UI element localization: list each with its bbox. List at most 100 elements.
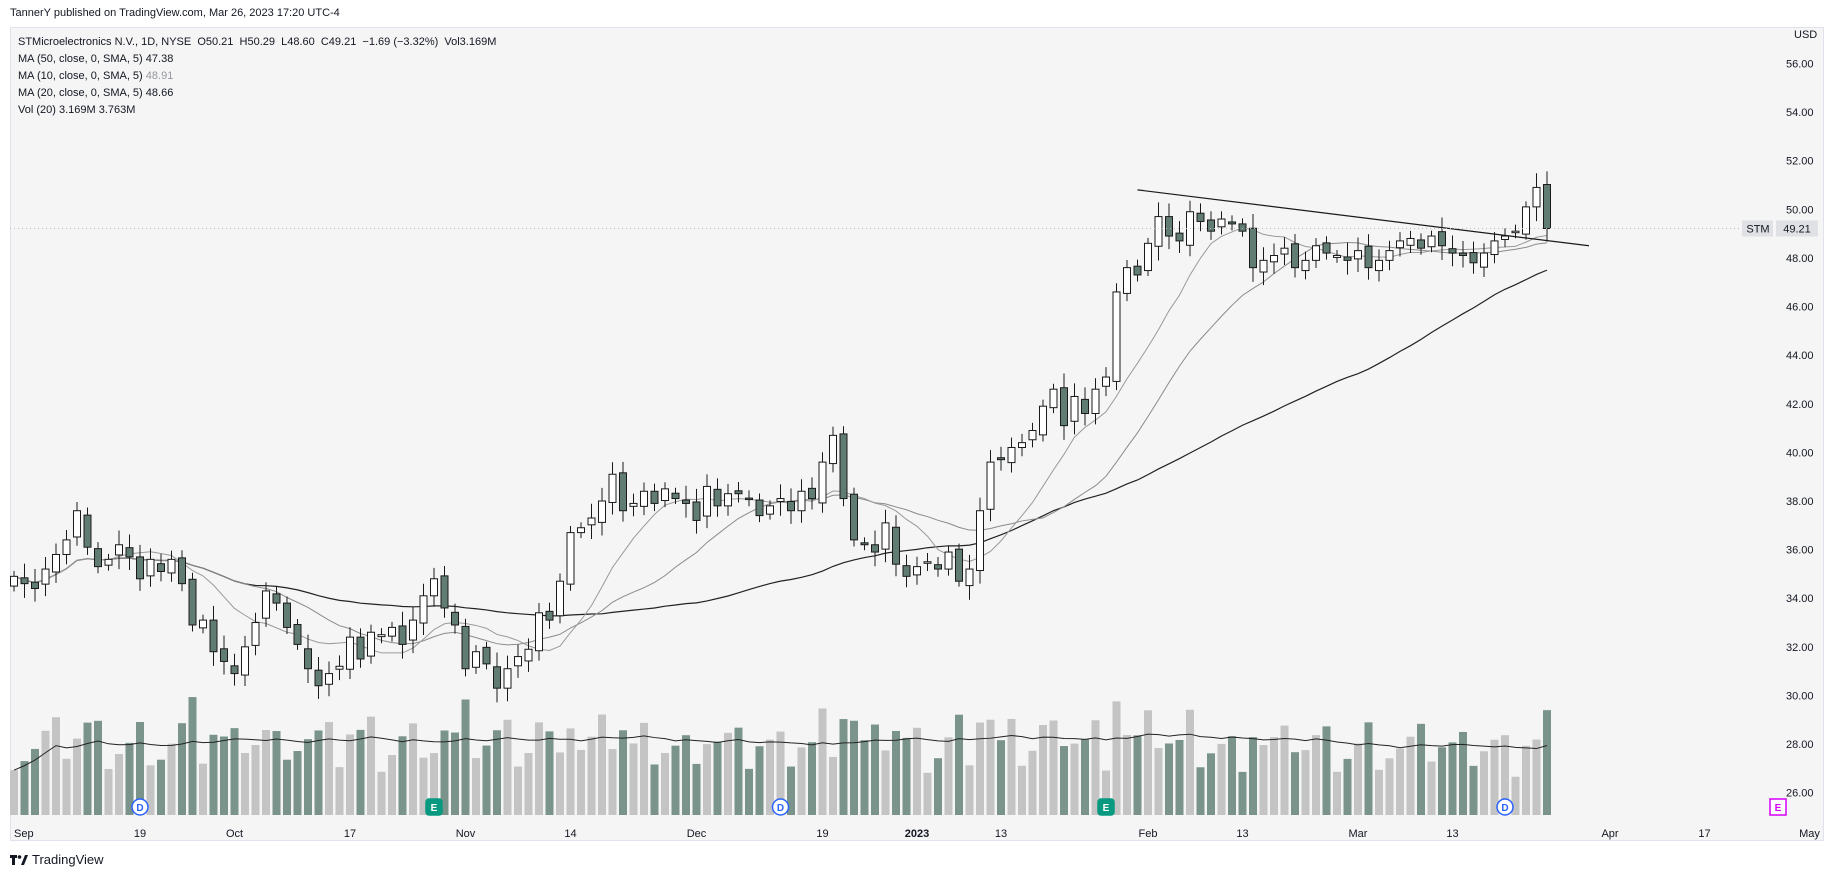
dividend-badge[interactable] — [1496, 798, 1514, 816]
vol-label[interactable]: Vol (20) — [18, 104, 56, 116]
candle-body[interactable] — [1133, 265, 1142, 276]
candle-body[interactable] — [913, 566, 921, 576]
candle-body[interactable] — [314, 669, 323, 687]
candle-body[interactable] — [451, 611, 459, 626]
candle-body[interactable] — [20, 577, 29, 585]
candle-body[interactable] — [52, 553, 60, 573]
candle-body[interactable] — [1196, 212, 1205, 222]
ma20-label[interactable]: MA (20, close, 0, SMA, 5) — [18, 87, 143, 99]
candle-body[interactable] — [829, 434, 837, 465]
candle-body[interactable] — [146, 558, 155, 577]
candle-body[interactable] — [755, 499, 764, 517]
candle-body[interactable] — [535, 612, 543, 652]
candle-body[interactable] — [419, 595, 428, 624]
candle-body[interactable] — [482, 646, 491, 665]
candle-body[interactable] — [346, 636, 354, 670]
candle-body[interactable] — [850, 493, 858, 541]
earnings-badge[interactable] — [425, 798, 443, 816]
earnings-badge[interactable] — [1097, 798, 1115, 816]
candle-body[interactable] — [241, 646, 249, 676]
candle-body[interactable] — [1165, 216, 1173, 237]
candle-body[interactable] — [230, 665, 239, 675]
candle-body[interactable] — [188, 578, 197, 626]
candle-body[interactable] — [556, 580, 564, 617]
candle-body[interactable] — [461, 625, 470, 670]
candle-body[interactable] — [986, 461, 995, 510]
candle-body[interactable] — [199, 619, 207, 629]
candle-body[interactable] — [818, 461, 827, 504]
candle-body[interactable] — [1060, 387, 1068, 427]
candle-body[interactable] — [472, 651, 480, 668]
dividend-badge[interactable] — [771, 798, 790, 816]
candle-body[interactable] — [1144, 242, 1152, 272]
candle-body[interactable] — [356, 636, 365, 660]
candle-body[interactable] — [965, 568, 974, 587]
candle-body[interactable] — [1459, 252, 1467, 256]
candle-body[interactable] — [650, 490, 659, 504]
candle-body[interactable] — [125, 547, 134, 558]
candle-body[interactable] — [577, 527, 585, 534]
candle-body[interactable] — [871, 544, 879, 553]
candle-body[interactable] — [335, 665, 344, 670]
candle-body[interactable] — [524, 648, 533, 662]
candle-body[interactable] — [640, 490, 648, 507]
candle-body[interactable] — [976, 510, 984, 572]
candle-body[interactable] — [220, 648, 228, 662]
candle-body[interactable] — [766, 505, 774, 515]
candle-body[interactable] — [598, 500, 606, 523]
ma50-label[interactable]: MA (50, close, 0, SMA, 5) — [18, 53, 143, 65]
candle-body[interactable] — [1102, 376, 1110, 387]
candle-body[interactable] — [304, 648, 312, 670]
candle-body[interactable] — [1280, 247, 1289, 255]
candle-body[interactable] — [377, 634, 386, 638]
candle-body[interactable] — [955, 548, 963, 582]
candle-body[interactable] — [1543, 184, 1551, 230]
candle-body[interactable] — [293, 623, 302, 645]
candle-body[interactable] — [724, 493, 732, 507]
candle-body[interactable] — [1501, 235, 1509, 240]
candle-body[interactable] — [629, 502, 638, 507]
candle-body[interactable] — [167, 558, 176, 574]
candle-body[interactable] — [1469, 252, 1478, 264]
candle-body[interactable] — [1343, 256, 1352, 261]
candle-body[interactable] — [1270, 254, 1278, 263]
candle-body[interactable] — [713, 488, 722, 507]
candle-body[interactable] — [892, 526, 900, 565]
candle-body[interactable] — [398, 625, 407, 645]
candle-body[interactable] — [797, 490, 806, 512]
candle-body[interactable] — [703, 485, 711, 517]
candle-body[interactable] — [283, 602, 291, 628]
candle-body[interactable] — [388, 626, 396, 637]
candle-body[interactable] — [94, 548, 102, 568]
candle-body[interactable] — [608, 473, 617, 503]
candle-body[interactable] — [157, 563, 165, 572]
candle-body[interactable] — [808, 487, 816, 500]
dividend-badge[interactable] — [131, 798, 149, 816]
candle-body[interactable] — [1364, 245, 1373, 269]
candle-body[interactable] — [1039, 405, 1047, 436]
candle-body[interactable] — [545, 610, 554, 621]
candle-body[interactable] — [787, 500, 795, 512]
candle-body[interactable] — [493, 666, 501, 689]
candle-body[interactable] — [1375, 259, 1383, 272]
candle-body[interactable] — [272, 593, 281, 604]
candle-body[interactable] — [262, 590, 270, 619]
candle-body[interactable] — [1322, 242, 1331, 254]
candle-body[interactable] — [430, 578, 438, 597]
candle-body[interactable] — [325, 673, 333, 685]
candle-body[interactable] — [1490, 240, 1499, 256]
candle-body[interactable] — [881, 522, 890, 550]
candle-body[interactable] — [1448, 248, 1457, 254]
candle-body[interactable] — [997, 457, 1005, 461]
candle-body[interactable] — [503, 668, 512, 689]
candle-body[interactable] — [73, 510, 81, 538]
candle-body[interactable] — [1217, 218, 1226, 228]
candle-body[interactable] — [587, 517, 596, 526]
candle-body[interactable] — [745, 497, 753, 501]
candle-body[interactable] — [1249, 227, 1257, 269]
candle-body[interactable] — [1238, 223, 1247, 232]
candle-body[interactable] — [923, 561, 932, 564]
candle-body[interactable] — [1175, 232, 1184, 242]
candle-body[interactable] — [1333, 254, 1341, 258]
candle-body[interactable] — [1291, 243, 1299, 269]
